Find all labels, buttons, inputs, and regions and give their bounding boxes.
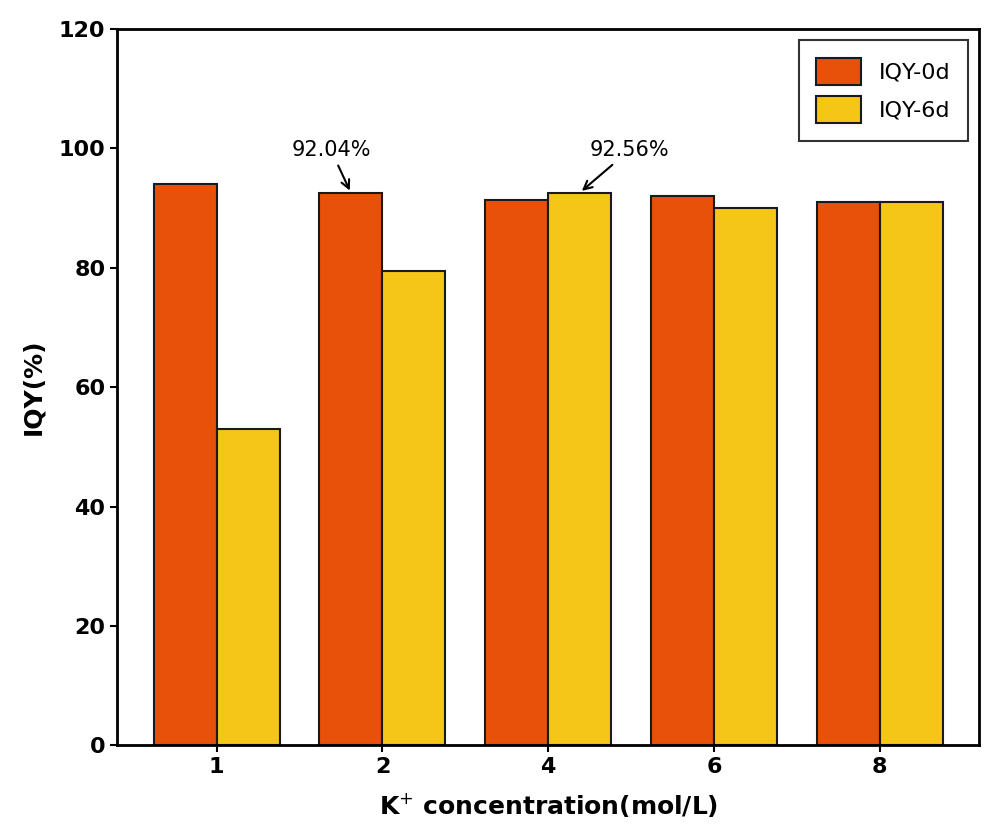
Legend: IQY-0d, IQY-6d: IQY-0d, IQY-6d: [799, 40, 968, 141]
Text: 92.56%: 92.56%: [584, 140, 669, 189]
Bar: [154, 184, 217, 745]
Bar: [217, 429, 280, 745]
X-axis label: K$^{+}$ concentration(mol/L): K$^{+}$ concentration(mol/L): [379, 791, 718, 819]
Y-axis label: IQY(%): IQY(%): [21, 339, 45, 435]
Bar: [651, 196, 714, 745]
Bar: [880, 202, 943, 745]
Bar: [485, 200, 548, 745]
Bar: [714, 208, 777, 745]
Text: 92.04%: 92.04%: [291, 140, 371, 188]
Bar: [548, 192, 611, 745]
Bar: [382, 270, 445, 745]
Bar: [817, 202, 880, 745]
Bar: [319, 193, 382, 745]
